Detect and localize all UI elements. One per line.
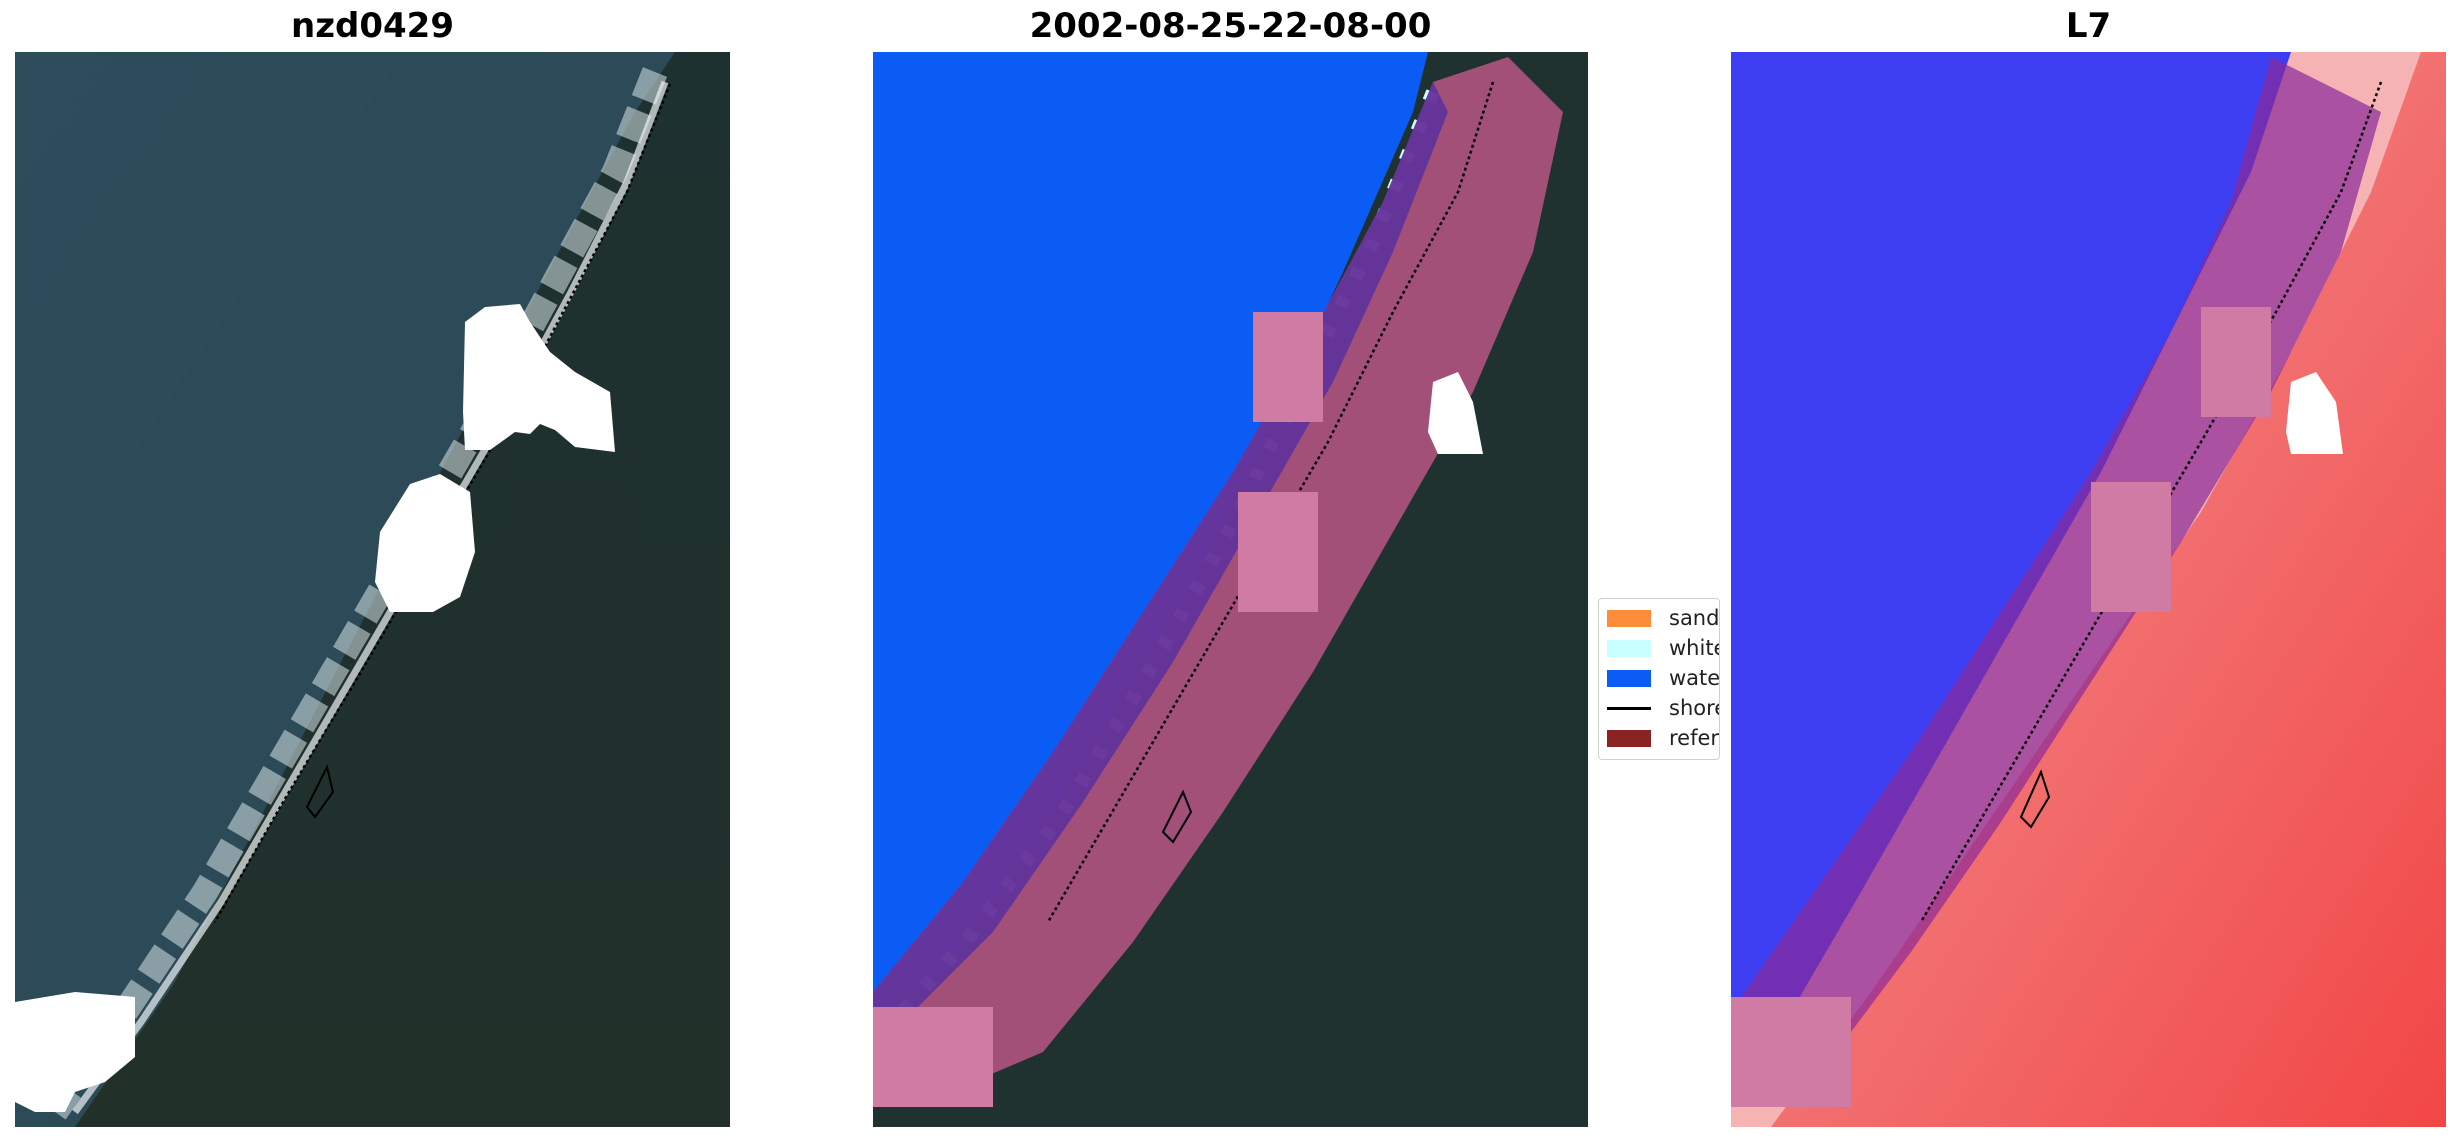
detected-shoreline	[1919, 81, 2383, 923]
cloud-mask	[375, 474, 475, 612]
land-index-area	[1771, 52, 2446, 1127]
reference-buffer-swatch	[1607, 730, 1651, 747]
rgb-satellite-image	[15, 52, 730, 1127]
index-image	[1731, 52, 2446, 1127]
index-panel	[1731, 52, 2446, 1127]
masked-buffer-patch	[873, 1007, 993, 1107]
cloud-mask	[463, 304, 615, 452]
masked-buffer-patch	[1238, 492, 1318, 612]
panel-title-rgb: nzd0429	[291, 6, 454, 46]
lagoon-outline	[305, 764, 335, 819]
cloud-mask	[1428, 372, 1483, 454]
water-swatch	[1607, 670, 1651, 687]
cloud-mask	[15, 992, 135, 1112]
classification-image	[873, 52, 1588, 1127]
masked-buffer-patch	[1253, 312, 1323, 422]
whitewater-swatch	[1607, 640, 1651, 657]
masked-buffer-patch	[2091, 482, 2171, 612]
shoreline-line-swatch	[1607, 707, 1651, 710]
rgb-image-panel	[15, 52, 730, 1127]
lagoon-outline	[1161, 789, 1193, 844]
masked-buffer-patch	[2201, 307, 2271, 417]
water-class	[873, 52, 1428, 1012]
masked-buffer-patch	[1731, 997, 1851, 1107]
water-index-area	[1731, 52, 2291, 1062]
cloud-mask	[2286, 372, 2343, 454]
water-in-buffer	[873, 82, 1448, 1052]
panel-title-index: L7	[2065, 6, 2112, 46]
detected-shoreline	[1046, 81, 1495, 923]
panel-title-classification: 2002-08-25-22-08-00	[1029, 6, 1432, 46]
lagoon-outline	[2019, 769, 2051, 829]
legend: sand whitewater water shoreline referenc…	[1598, 598, 1720, 760]
classification-panel	[873, 52, 1588, 1127]
sand-swatch	[1607, 610, 1651, 627]
